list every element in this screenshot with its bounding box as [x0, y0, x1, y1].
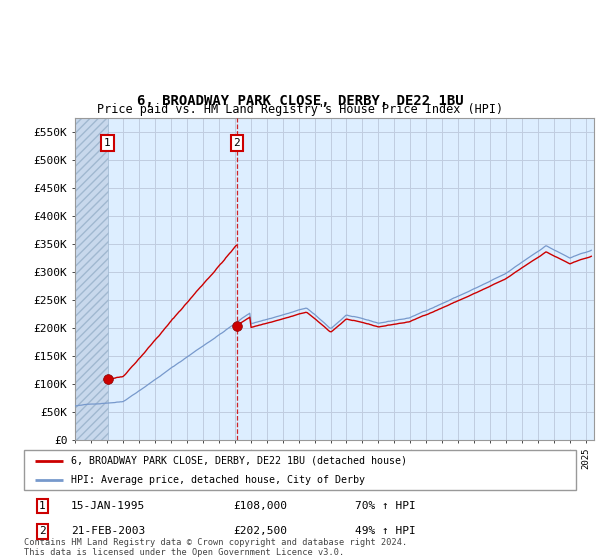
Text: 2: 2: [233, 138, 240, 148]
Text: 21-FEB-2003: 21-FEB-2003: [71, 526, 145, 536]
Text: 6, BROADWAY PARK CLOSE, DERBY, DE22 1BU: 6, BROADWAY PARK CLOSE, DERBY, DE22 1BU: [137, 94, 463, 108]
Text: 49% ↑ HPI: 49% ↑ HPI: [355, 526, 416, 536]
Text: 70% ↑ HPI: 70% ↑ HPI: [355, 501, 416, 511]
Text: 15-JAN-1995: 15-JAN-1995: [71, 501, 145, 511]
Text: 2: 2: [39, 526, 46, 536]
Text: 6, BROADWAY PARK CLOSE, DERBY, DE22 1BU (detached house): 6, BROADWAY PARK CLOSE, DERBY, DE22 1BU …: [71, 456, 407, 466]
Text: £108,000: £108,000: [234, 501, 288, 511]
Text: Contains HM Land Registry data © Crown copyright and database right 2024.
This d: Contains HM Land Registry data © Crown c…: [24, 538, 407, 557]
Text: Price paid vs. HM Land Registry's House Price Index (HPI): Price paid vs. HM Land Registry's House …: [97, 103, 503, 116]
Bar: [75, 118, 107, 440]
Text: 1: 1: [39, 501, 46, 511]
Text: £202,500: £202,500: [234, 526, 288, 536]
Text: 1: 1: [104, 138, 111, 148]
Text: HPI: Average price, detached house, City of Derby: HPI: Average price, detached house, City…: [71, 475, 365, 485]
